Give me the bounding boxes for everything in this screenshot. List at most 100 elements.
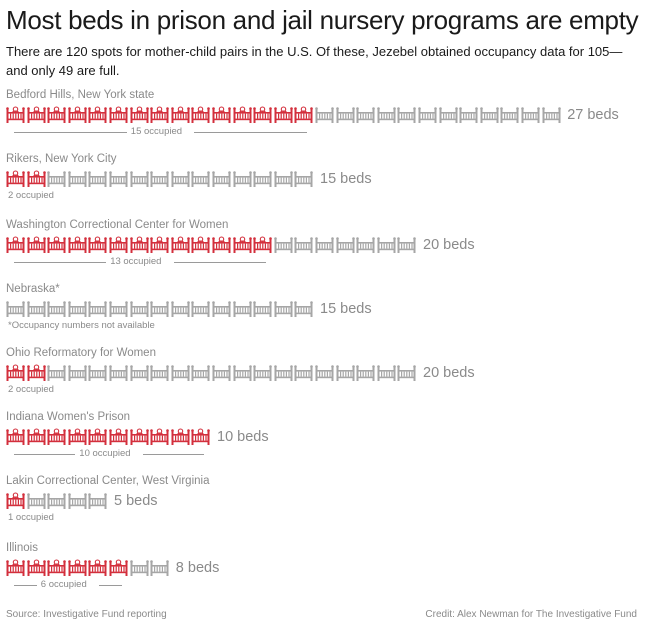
empty-bed-icon — [26, 491, 46, 514]
empty-bed-icon — [376, 363, 396, 386]
empty-bed-icon — [191, 169, 211, 192]
empty-bed-icon — [129, 169, 149, 192]
occupied-bed-icon — [26, 169, 46, 192]
empty-bed-icon — [335, 105, 355, 128]
empty-bed-icon — [356, 235, 375, 258]
occupancy-label: 2 occupied — [8, 190, 54, 201]
occupied-bed-icon — [129, 105, 149, 128]
occupied-bed-icon — [109, 105, 128, 128]
occupied-bed-icon — [6, 105, 25, 128]
source-note: Source: Investigative Fund reporting — [6, 609, 167, 620]
empty-bed-icon — [397, 363, 417, 386]
occupied-bed-icon — [109, 235, 128, 258]
facility-name: Lakin Correctional Center, West Virginia — [6, 475, 210, 487]
occupancy-label: *Occupancy numbers not available — [8, 320, 155, 331]
bracket-line — [142, 454, 204, 455]
occupied-bed-icon — [88, 427, 108, 450]
occupied-bed-icon — [191, 105, 211, 128]
facility-name: Washington Correctional Center for Women — [6, 219, 229, 231]
facility-name: Illinois — [6, 542, 38, 554]
empty-bed-icon — [356, 363, 375, 386]
occupancy-label: 1 occupied — [8, 512, 54, 523]
occupied-bed-icon — [6, 427, 25, 450]
empty-bed-icon — [67, 363, 87, 386]
empty-bed-icon — [47, 169, 66, 192]
occupied-bed-icon — [212, 105, 231, 128]
occupied-bed-icon — [6, 558, 25, 581]
occupied-bed-icon — [26, 105, 46, 128]
bracket-line — [194, 132, 307, 133]
bracket-line — [14, 454, 76, 455]
bed-count-label: 20 beds — [423, 237, 475, 253]
facility-name: Indiana Women's Prison — [6, 411, 131, 423]
chart-subtitle: There are 120 spots for mother-child pai… — [6, 44, 623, 78]
occupied-bed-icon — [150, 235, 169, 258]
empty-bed-icon — [88, 363, 108, 386]
empty-bed-icon — [397, 235, 417, 258]
empty-bed-icon — [521, 105, 540, 128]
empty-bed-icon — [212, 169, 231, 192]
empty-bed-icon — [253, 363, 272, 386]
occupied-bed-icon — [6, 169, 25, 192]
empty-bed-icon — [273, 169, 293, 192]
empty-bed-icon — [294, 299, 314, 322]
empty-bed-icon — [253, 299, 272, 322]
occupied-bed-icon — [294, 105, 314, 128]
occupancy-label: 2 occupied — [8, 384, 54, 395]
occupied-bed-icon — [67, 558, 87, 581]
empty-bed-icon — [170, 363, 190, 386]
empty-bed-icon — [26, 299, 46, 322]
bed-count-label: 27 beds — [567, 107, 619, 123]
occupied-bed-icon — [109, 558, 128, 581]
empty-bed-icon — [335, 235, 355, 258]
empty-bed-icon — [438, 105, 458, 128]
occupied-bed-icon — [47, 427, 66, 450]
occupied-bed-icon — [88, 558, 108, 581]
occupied-bed-icon — [26, 235, 46, 258]
occupied-bed-icon — [67, 427, 87, 450]
empty-bed-icon — [150, 363, 169, 386]
occupied-bed-icon — [47, 558, 66, 581]
occupied-bed-icon — [273, 105, 293, 128]
empty-bed-icon — [397, 105, 417, 128]
occupancy-label: 13 occupied — [110, 256, 162, 267]
empty-bed-icon — [273, 363, 293, 386]
empty-bed-icon — [129, 299, 149, 322]
empty-bed-icon — [418, 105, 437, 128]
occupied-bed-icon — [129, 427, 149, 450]
occupancy-label: 15 occupied — [130, 126, 183, 137]
bracket-line — [14, 585, 37, 586]
empty-bed-icon — [212, 299, 231, 322]
empty-bed-icon — [253, 169, 272, 192]
empty-bed-icon — [109, 169, 128, 192]
empty-bed-icon — [88, 491, 108, 514]
empty-bed-icon — [212, 363, 231, 386]
empty-bed-icon — [356, 105, 375, 128]
empty-bed-icon — [191, 363, 211, 386]
empty-bed-icon — [150, 299, 169, 322]
empty-bed-icon — [47, 491, 66, 514]
facility-name: Rikers, New York City — [6, 153, 117, 165]
occupied-bed-icon — [253, 105, 272, 128]
occupied-bed-icon — [253, 235, 272, 258]
occupied-bed-icon — [6, 363, 25, 386]
bed-count-label: 5 beds — [114, 493, 158, 509]
bracket-line — [14, 262, 107, 263]
empty-bed-icon — [315, 235, 334, 258]
empty-bed-icon — [88, 299, 108, 322]
occupied-bed-icon — [232, 235, 252, 258]
bed-count-label: 15 beds — [320, 171, 372, 187]
occupied-bed-icon — [26, 363, 46, 386]
empty-bed-icon — [273, 235, 293, 258]
credit-note: Credit: Alex Newman for The Investigativ… — [425, 609, 637, 620]
bed-count-label: 20 beds — [423, 365, 475, 381]
occupied-bed-icon — [150, 105, 169, 128]
empty-bed-icon — [150, 558, 169, 581]
empty-bed-icon — [170, 299, 190, 322]
occupied-bed-icon — [232, 105, 252, 128]
occupied-bed-icon — [150, 427, 169, 450]
occupied-bed-icon — [47, 105, 66, 128]
empty-bed-icon — [500, 105, 520, 128]
empty-bed-icon — [88, 169, 108, 192]
chart-title: Most beds in prison and jail nursery pro… — [6, 5, 639, 35]
